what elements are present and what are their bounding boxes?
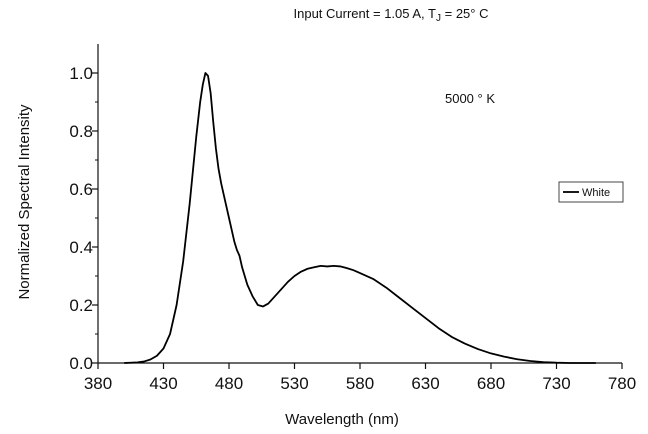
chart-title-suffix: = 25° C <box>441 6 488 21</box>
x-tick-label: 680 <box>477 374 505 393</box>
temperature-annotation: 5000 ° K <box>445 91 495 106</box>
y-tick-label: 0.8 <box>69 122 93 141</box>
y-tick-label: 0.2 <box>69 296 93 315</box>
y-tick-label: 0.4 <box>69 238 93 257</box>
chart-title: Input Current = 1.05 A, TJ = 25° C <box>294 6 489 24</box>
x-tick-label: 430 <box>149 374 177 393</box>
y-axis-ticks: 0.0 0.2 0.4 0.6 0.8 1.0 <box>69 64 98 373</box>
x-tick-label: 380 <box>84 374 112 393</box>
y-axis-label: Normalized Spectral Intensity <box>16 104 33 300</box>
y-tick-label: 0.0 <box>69 354 93 373</box>
x-tick-label: 530 <box>280 374 308 393</box>
legend-box <box>558 181 624 203</box>
chart-title-prefix: Input Current = 1.05 A, T <box>294 6 437 21</box>
legend-label-white: White <box>582 187 610 199</box>
x-tick-label: 580 <box>346 374 374 393</box>
x-tick-label: 780 <box>608 374 636 393</box>
y-tick-label: 1.0 <box>69 64 93 83</box>
x-tick-label: 730 <box>542 374 570 393</box>
plot-area <box>97 44 622 364</box>
x-tick-label: 480 <box>215 374 243 393</box>
y-tick-label: 0.6 <box>69 180 93 199</box>
x-tick-label: 630 <box>411 374 439 393</box>
chart-title-subscript: J <box>436 13 441 24</box>
x-axis-label: Wavelength (nm) <box>285 411 399 428</box>
legend: White <box>558 181 624 203</box>
series-line-white <box>124 72 596 364</box>
x-axis-ticks: 380 430 480 530 580 630 680 730 780 <box>84 363 636 393</box>
